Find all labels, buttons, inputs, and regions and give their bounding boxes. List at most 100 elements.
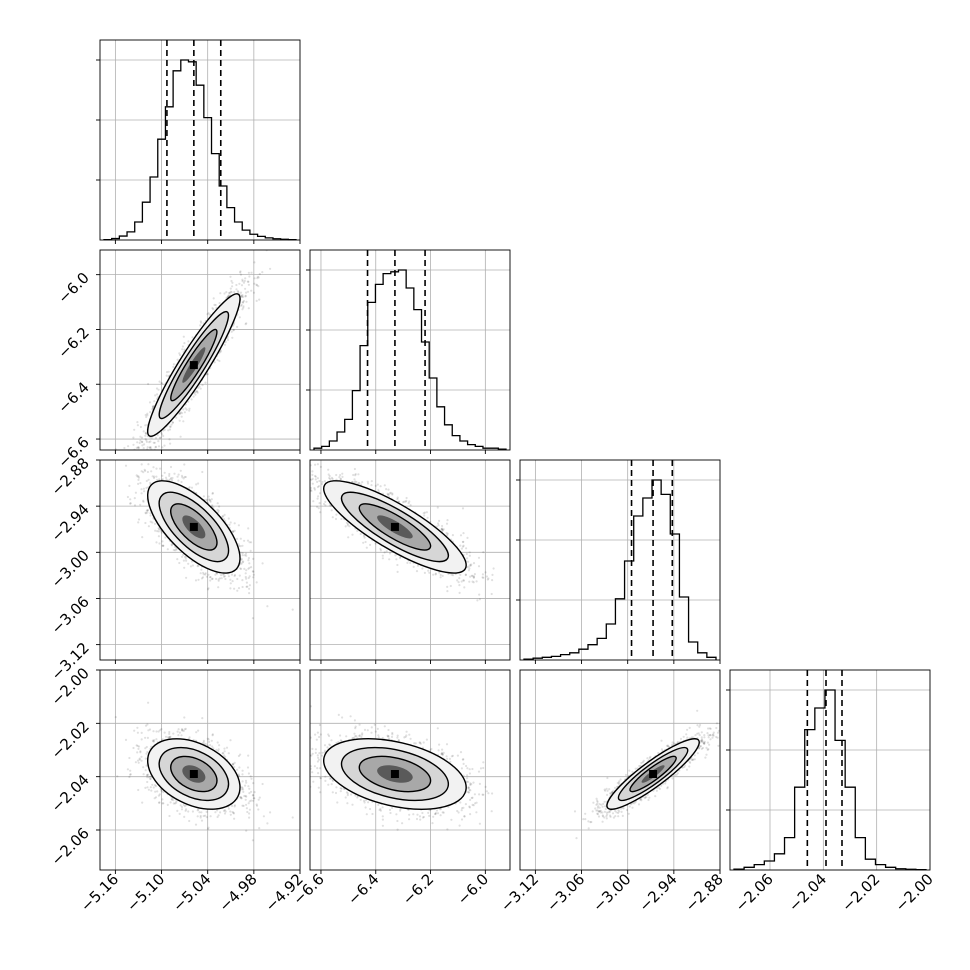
scatter-point	[206, 499, 209, 502]
scatter-point	[459, 534, 463, 537]
scatter-point	[236, 577, 239, 581]
scatter-point	[227, 517, 230, 520]
scatter-point	[211, 492, 214, 495]
scatter-point	[258, 298, 261, 301]
scatter-point	[147, 525, 150, 528]
scatter-point	[482, 551, 485, 554]
scatter-point	[175, 548, 178, 551]
scatter-point	[239, 545, 242, 548]
scatter-point	[145, 458, 147, 460]
scatter-point	[253, 277, 256, 280]
scatter-point	[144, 431, 147, 434]
scatter-point	[149, 481, 152, 484]
scatter-point	[248, 275, 251, 278]
scatter-point	[247, 307, 250, 310]
scatter-point	[209, 576, 212, 579]
scatter-point	[139, 425, 142, 429]
scatter-point	[129, 502, 132, 505]
scatter-point	[246, 539, 250, 542]
scatter-point	[250, 566, 253, 569]
scatter-point	[168, 428, 172, 431]
scatter-point	[155, 475, 158, 478]
scatter-point	[227, 575, 230, 578]
scatter-point	[147, 454, 149, 456]
scatter-point	[194, 393, 197, 396]
scatter-point	[184, 407, 187, 410]
scatter-point	[164, 536, 167, 539]
scatter-point	[154, 436, 158, 439]
scatter-point	[241, 561, 244, 564]
scatter-point	[223, 513, 226, 517]
scatter-point	[313, 488, 316, 491]
scatter-point	[248, 587, 251, 590]
scatter-point	[240, 295, 243, 298]
histogram-panel	[306, 249, 511, 454]
scatter-point	[346, 522, 349, 526]
scatter-point	[374, 484, 377, 487]
scatter-point	[158, 528, 161, 531]
scatter-point	[176, 358, 179, 361]
scatter-point	[355, 480, 358, 484]
scatter-point	[148, 446, 152, 449]
scatter-point	[157, 388, 160, 391]
scatter-point	[140, 492, 143, 495]
scatter-point	[178, 353, 181, 357]
scatter-point	[170, 477, 173, 480]
scatter-point	[232, 530, 235, 533]
scatter-point	[143, 468, 146, 471]
scatter-point	[244, 295, 247, 298]
scatter-point	[250, 289, 253, 292]
scatter-point	[240, 303, 243, 306]
scatter-point	[149, 511, 152, 515]
scatter-point	[165, 374, 168, 377]
scatter-point	[223, 575, 226, 578]
scatter-point	[243, 554, 246, 557]
scatter-point	[231, 580, 234, 583]
scatter-point	[144, 413, 147, 417]
scatter-point	[137, 476, 141, 479]
density-peak	[189, 522, 198, 531]
scatter-point	[144, 457, 146, 459]
scatter-point	[131, 467, 133, 469]
scatter-point	[168, 474, 171, 477]
scatter-point	[137, 475, 140, 478]
histogram-panel	[96, 39, 301, 244]
scatter-point	[183, 566, 186, 569]
scatter-point	[116, 494, 118, 496]
scatter-point	[161, 540, 164, 543]
scatter-point	[238, 316, 241, 319]
scatter-point	[396, 570, 399, 574]
scatter-point	[142, 487, 145, 490]
scatter-point	[191, 564, 194, 567]
scatter-point	[244, 277, 247, 280]
scatter-point	[184, 475, 187, 479]
density-peak	[189, 361, 198, 370]
scatter-point	[319, 511, 322, 514]
scatter-point	[216, 358, 219, 362]
scatter-point	[241, 308, 244, 311]
scatter-point	[169, 442, 172, 445]
scatter-point	[182, 559, 185, 562]
scatter-point	[440, 528, 443, 531]
scatter-point	[167, 429, 170, 432]
histogram-bars	[523, 479, 717, 660]
scatter-point	[241, 554, 244, 557]
scatter-point	[220, 574, 223, 577]
scatter-point	[467, 560, 470, 563]
panel-frame	[309, 249, 511, 451]
scatter-point	[266, 605, 269, 608]
scatter-point	[145, 479, 148, 483]
scatter-point	[216, 572, 219, 575]
scatter-point	[172, 548, 175, 552]
scatter-point	[291, 608, 294, 611]
scatter-point	[214, 303, 217, 307]
scatter-point	[188, 486, 191, 489]
scatter-point	[134, 491, 137, 494]
scatter-point	[229, 521, 232, 524]
scatter-point	[217, 511, 220, 514]
scatter-point	[157, 535, 160, 538]
scatter-point	[200, 321, 203, 324]
scatter-point	[168, 472, 171, 476]
scatter-point	[241, 585, 244, 589]
scatter-point	[247, 280, 250, 283]
